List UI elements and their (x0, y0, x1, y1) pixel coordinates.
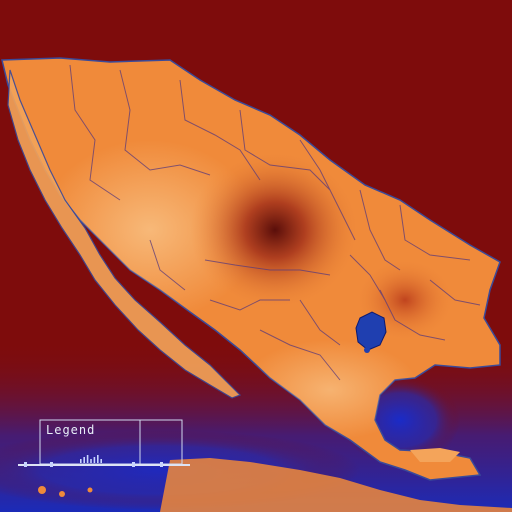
state-borders (69, 64, 481, 381)
legend-bars (24, 455, 163, 467)
legend-tick (160, 462, 163, 467)
map-legend: Legend (18, 419, 190, 467)
legend-bar (100, 459, 102, 463)
legend-bar (80, 459, 82, 463)
legend-bar (83, 457, 85, 463)
legend-bar (93, 457, 96, 463)
legend-tick (50, 462, 53, 467)
southern-coast (160, 458, 512, 512)
legend-tick (24, 462, 27, 467)
legend-tick (132, 462, 135, 467)
legend-bar (86, 455, 89, 463)
legend-bar (90, 459, 92, 463)
hotspot-primary (190, 150, 360, 310)
peninsula (7, 69, 242, 399)
legend-title: Legend (46, 423, 95, 437)
lake (355, 311, 387, 351)
legend-bar (97, 455, 99, 463)
